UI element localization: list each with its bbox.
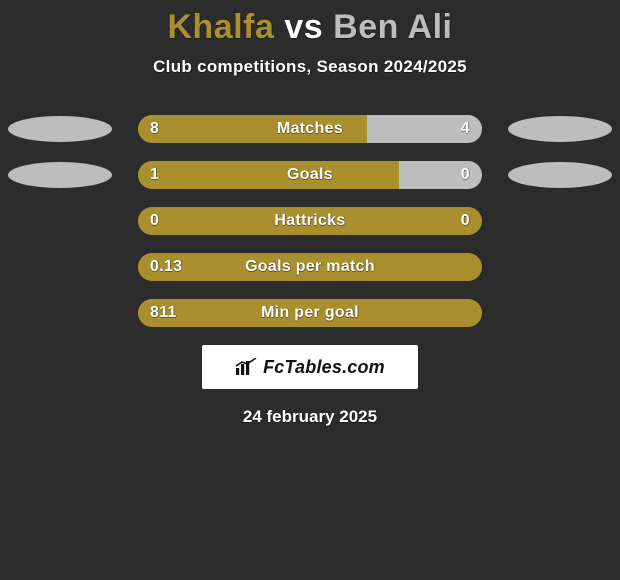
stat-row: 0Hattricks0	[0, 207, 620, 235]
comparison-card: Khalfa vs Ben Ali Club competitions, Sea…	[0, 0, 620, 580]
title-player2: Ben Ali	[333, 8, 452, 46]
stat-row: 1Goals0	[0, 161, 620, 189]
stat-label: Hattricks	[138, 207, 482, 235]
brand-box: FcTables.com	[202, 345, 418, 389]
stat-value-player2: 0	[461, 207, 470, 235]
player2-oval	[508, 162, 612, 188]
stat-label: Min per goal	[138, 299, 482, 327]
brand-text: FcTables.com	[263, 357, 385, 378]
stat-value-player2: 4	[461, 115, 470, 143]
stat-label: Goals per match	[138, 253, 482, 281]
subtitle: Club competitions, Season 2024/2025	[0, 57, 620, 77]
stat-label: Matches	[138, 115, 482, 143]
title-vs: vs	[284, 8, 323, 46]
title-player1: Khalfa	[167, 8, 274, 46]
stat-label: Goals	[138, 161, 482, 189]
stat-value-player2: 0	[461, 161, 470, 189]
stat-row: 8Matches4	[0, 115, 620, 143]
page-title: Khalfa vs Ben Ali	[0, 0, 620, 47]
player1-oval	[8, 162, 112, 188]
player1-oval	[8, 116, 112, 142]
date-label: 24 february 2025	[0, 407, 620, 427]
stats-section: 8Matches41Goals00Hattricks00.13Goals per…	[0, 115, 620, 327]
bar-chart-icon	[235, 358, 257, 376]
stat-row: 0.13Goals per match	[0, 253, 620, 281]
player2-oval	[508, 116, 612, 142]
stat-row: 811Min per goal	[0, 299, 620, 327]
